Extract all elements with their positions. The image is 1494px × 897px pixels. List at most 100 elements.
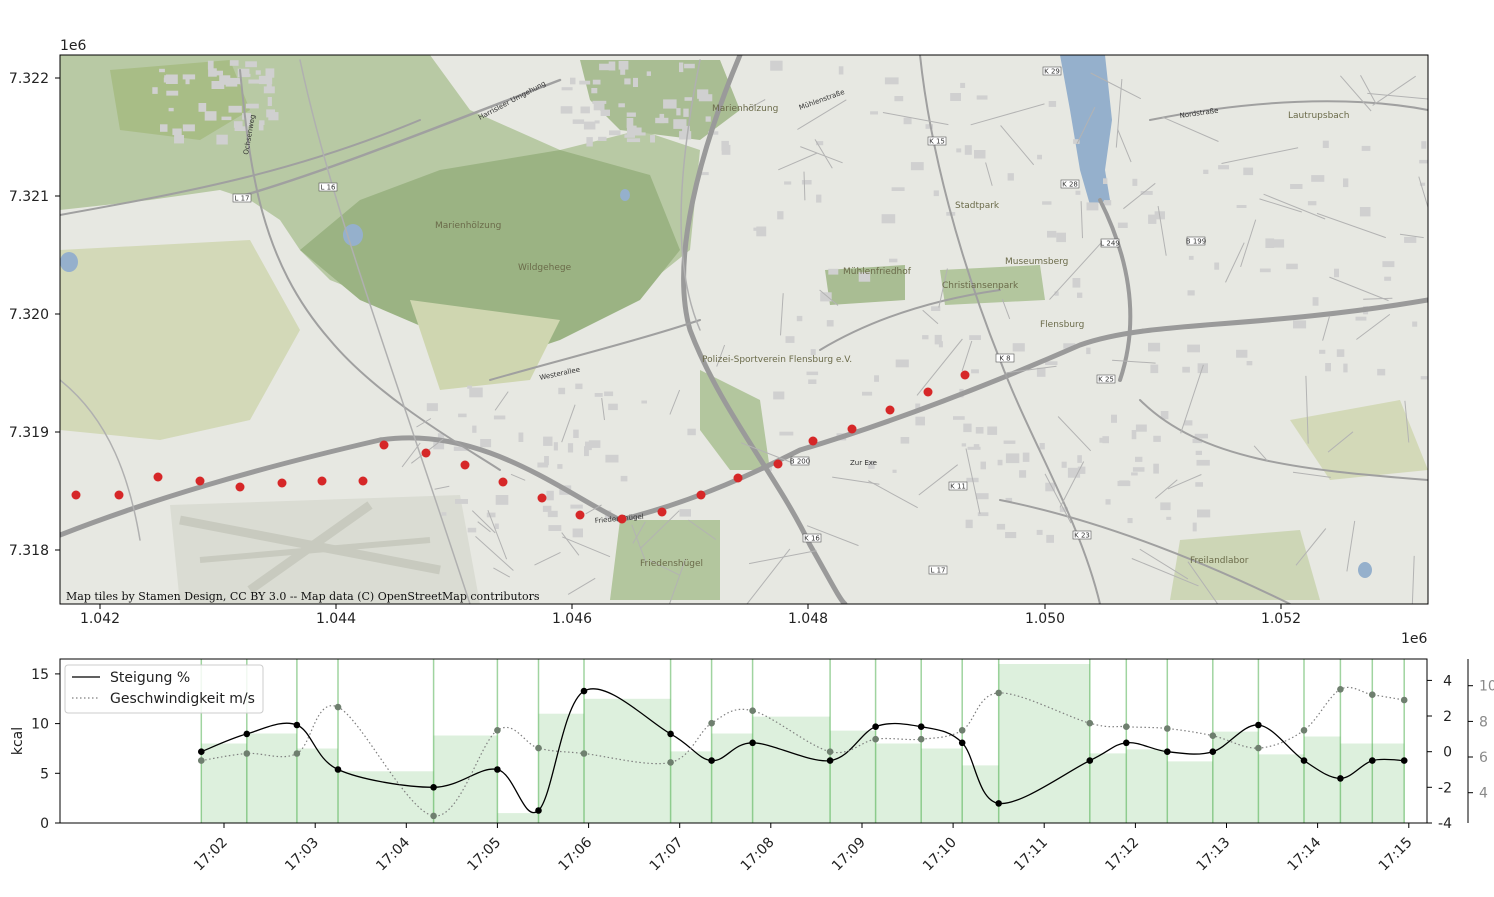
building [1293,320,1307,329]
street [1167,474,1202,490]
building [1382,261,1395,268]
building [1048,101,1057,107]
building [922,335,929,340]
route-point [421,448,431,458]
building [548,525,562,531]
park-area [1290,400,1428,480]
building [641,400,647,404]
building [963,423,972,433]
road-badge [928,565,948,575]
building [1003,440,1016,444]
street [1363,297,1393,300]
chart-x-ticks: 17:02 17:03 17:04 17:05 17:06 17:07 17:08 17:09… [191,823,1416,874]
steigung-point [535,807,542,814]
speed-point [826,748,834,755]
steigung-point [1164,748,1171,755]
steigung-point [872,723,879,730]
street [745,99,766,111]
route-point [498,477,508,487]
building [977,512,989,517]
building [874,375,879,382]
street [882,112,949,126]
street [561,404,576,443]
building [486,512,496,518]
building [1412,321,1418,327]
route-point [460,460,470,470]
building [974,150,986,159]
building [624,134,635,138]
map-tiles[interactable]: Marienhölzung Marienhölzung Wildgehege M… [60,55,1432,616]
road-badge [1186,236,1206,246]
building [599,63,611,71]
x-tick-label: 17:03 [282,835,322,875]
building [592,79,601,85]
chart-y-ticks-left: 0 5 10 15 [31,667,60,832]
kcal-bar [875,743,922,823]
road-badge [927,136,947,146]
building [655,117,669,124]
y-tick-label: 7.322 [9,71,49,87]
speed-point [334,703,342,711]
place-label: Christiansenpark [942,281,1019,291]
steigung-point [917,723,925,730]
building [480,439,492,448]
building [455,499,468,504]
building [560,106,573,114]
kcal-bar-edges [200,659,1405,823]
route-point [153,472,163,482]
building [975,493,989,500]
building [1322,140,1329,148]
kcal-bar [1304,736,1341,823]
building [1039,443,1045,450]
building [172,128,182,136]
pond-water [60,252,78,272]
steigung-point [708,757,715,764]
building [1019,470,1027,478]
building [1377,368,1386,376]
building [663,99,677,109]
street [1316,212,1386,239]
building [620,475,628,482]
x-tick-label: 1.052 [1261,611,1301,627]
building [1046,534,1054,543]
pond-water [620,189,630,201]
y-tick-label: -2 [1438,780,1452,796]
building [1127,518,1133,524]
building [770,60,783,71]
building [931,306,941,311]
street [1154,479,1178,499]
street [669,389,681,415]
speed-point [667,759,674,766]
building [801,180,812,185]
building [915,416,925,426]
speed-point [872,735,879,743]
street [639,510,680,549]
building [594,393,603,397]
building [676,108,681,116]
x-tick-label: 17:11 [1011,835,1051,875]
building [588,440,601,448]
road-badge-label: B 199 [1186,238,1206,246]
route-points [71,370,970,524]
route-point [358,476,368,486]
building [1022,452,1030,462]
building [570,504,583,509]
kcal-bar [752,716,831,823]
steigung-point [243,730,251,738]
kcal-bar [246,733,297,823]
building [168,107,174,112]
kcal-bar [670,751,712,823]
building [258,75,273,85]
building [182,124,195,132]
building [229,60,239,66]
building [268,112,279,121]
park-area [825,265,905,305]
kcal-bar [1258,754,1304,823]
building [624,78,631,85]
building [777,211,784,220]
city-blocks [152,60,1428,543]
building [1153,435,1161,442]
building [1086,202,1099,211]
place-label: Polizei-Sportverein Flensburg e.V. [702,355,852,365]
building [1045,361,1058,365]
